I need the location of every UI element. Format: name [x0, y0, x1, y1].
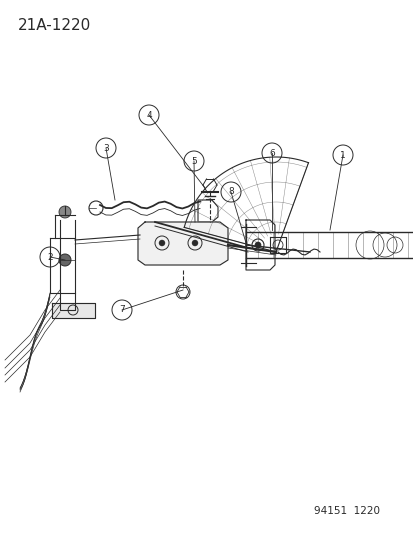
Circle shape	[159, 240, 165, 246]
Circle shape	[59, 254, 71, 266]
Text: 4: 4	[146, 110, 152, 119]
Circle shape	[192, 240, 197, 246]
Circle shape	[254, 242, 260, 248]
Text: 21A-1220: 21A-1220	[18, 18, 91, 33]
Text: 1: 1	[339, 150, 345, 159]
Text: 94151  1220: 94151 1220	[313, 506, 379, 516]
Polygon shape	[138, 222, 228, 265]
Text: 6: 6	[268, 149, 274, 157]
Circle shape	[59, 206, 71, 218]
Text: 8: 8	[228, 188, 233, 197]
Text: 7: 7	[119, 305, 125, 314]
Text: 5: 5	[191, 157, 197, 166]
Text: 3: 3	[103, 143, 109, 152]
Text: 2: 2	[47, 253, 53, 262]
Polygon shape	[52, 303, 95, 318]
